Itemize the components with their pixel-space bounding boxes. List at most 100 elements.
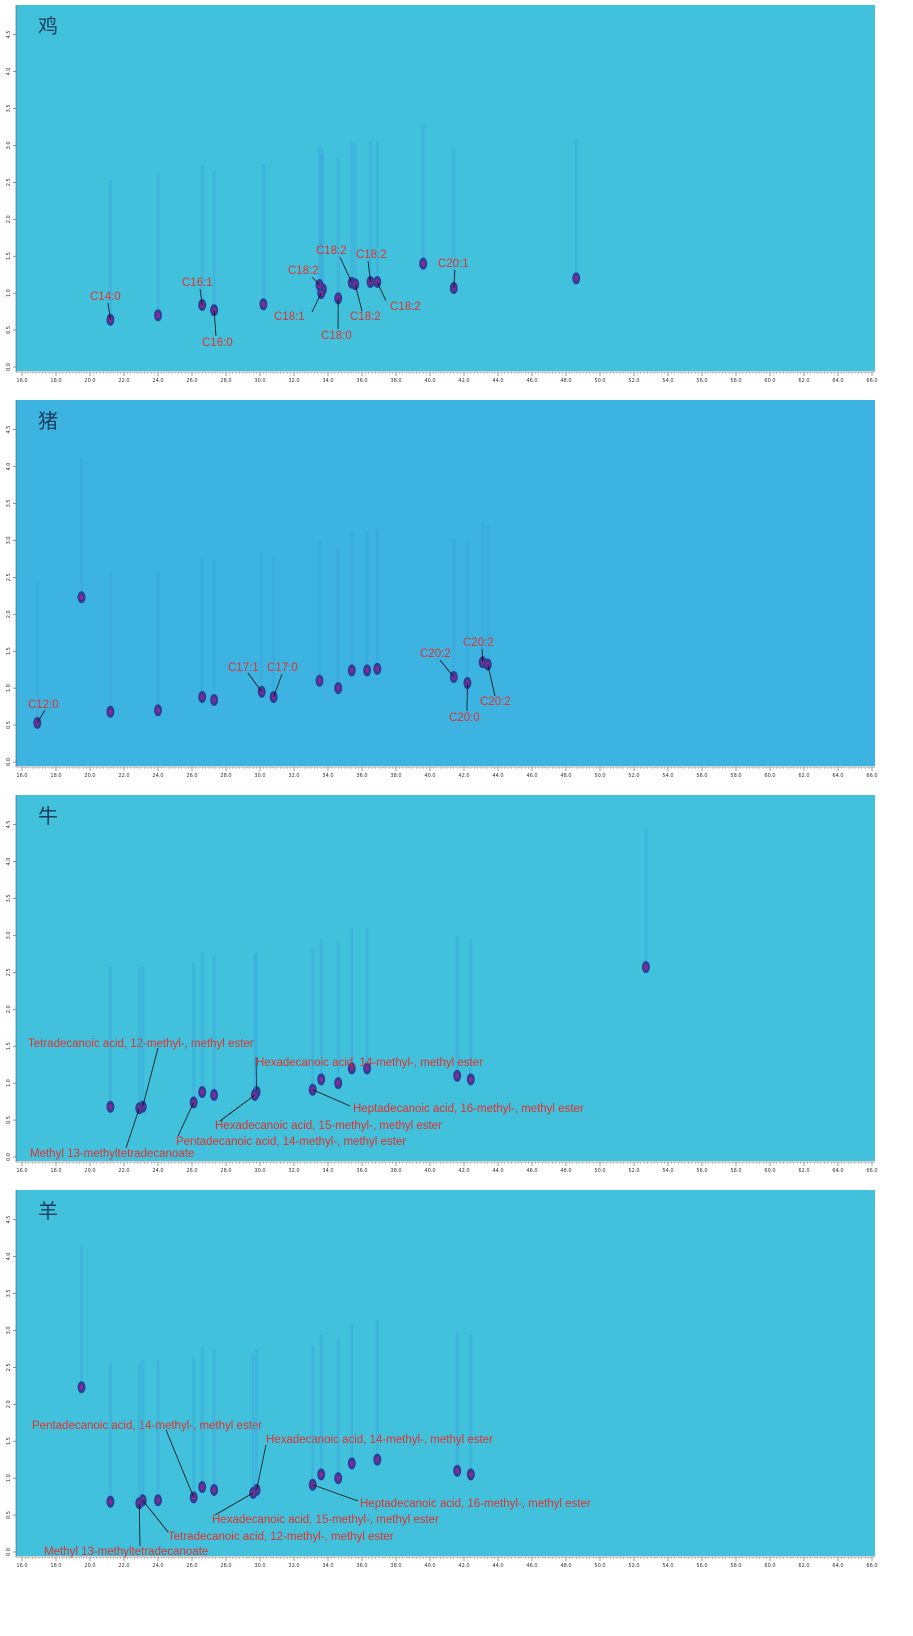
spot-inner: [272, 694, 276, 700]
x-tick-label: 42.0: [458, 378, 469, 384]
peak-label: C18:2: [350, 311, 381, 323]
y-tick-label: 1.5: [6, 1437, 12, 1445]
peak-label: C17:0: [267, 662, 298, 674]
y-tick-label: 3.0: [6, 1326, 12, 1334]
spot-inner: [350, 1460, 354, 1466]
streak: [350, 530, 353, 666]
spot-inner: [336, 685, 340, 691]
x-tick-label: 44.0: [492, 773, 503, 779]
x-tick-label: 28.0: [220, 1563, 231, 1569]
y-tick-label: 3.5: [6, 1289, 12, 1297]
x-tick-label: 60.0: [764, 378, 775, 384]
streak: [456, 936, 459, 1072]
x-tick-label: 46.0: [526, 1168, 537, 1174]
y-tick-label: 4.5: [6, 821, 12, 829]
spot-inner: [200, 1089, 204, 1095]
spot-inner: [261, 301, 265, 307]
peak: [373, 663, 381, 675]
x-tick-label: 26.0: [186, 378, 197, 384]
peak: [317, 1073, 325, 1085]
spot-inner: [644, 964, 648, 970]
streak: [422, 124, 425, 260]
x-tick-label: 22.0: [118, 378, 129, 384]
peak: [572, 272, 580, 284]
peak: [334, 1077, 342, 1089]
peak-label: Hexadecanoic acid, 15-methyl-, methyl es…: [215, 1120, 442, 1132]
x-tick-label: 36.0: [356, 773, 367, 779]
x-tick-label: 54.0: [662, 378, 673, 384]
y-tick-label: 2.5: [6, 178, 12, 186]
y-tick-label: 0.5: [6, 1511, 12, 1519]
x-tick-label: 24.0: [152, 1168, 163, 1174]
peak: [453, 1070, 461, 1082]
figure: 16.018.020.022.024.026.028.030.032.034.0…: [0, 0, 913, 1636]
x-tick-label: 32.0: [288, 1168, 299, 1174]
y-tick-label: 3.0: [6, 536, 12, 544]
x-tick-label: 20.0: [84, 1563, 95, 1569]
peak: [198, 1481, 206, 1493]
peak: [210, 694, 218, 706]
spot-inner: [455, 1073, 459, 1079]
y-tick-label: 4.0: [6, 858, 12, 866]
x-tick-label: 48.0: [560, 378, 571, 384]
streak: [213, 170, 216, 306]
streak: [80, 457, 83, 593]
streak: [456, 1331, 459, 1467]
spot-inner: [212, 697, 216, 703]
x-tick-label: 62.0: [798, 378, 809, 384]
x-tick-label: 62.0: [798, 773, 809, 779]
streak: [452, 537, 455, 673]
x-tick-label: 60.0: [764, 1168, 775, 1174]
y-tick-label: 3.5: [6, 499, 12, 507]
y-tick-label: 0.5: [6, 721, 12, 729]
x-tick-label: 38.0: [390, 378, 401, 384]
x-tick-label: 34.0: [322, 1563, 333, 1569]
peak-label: C18:0: [321, 330, 352, 342]
x-tick-label: 36.0: [356, 1168, 367, 1174]
y-tick-label: 1.0: [6, 1079, 12, 1087]
x-tick-label: 40.0: [424, 773, 435, 779]
x-tick-label: 58.0: [730, 378, 741, 384]
streak: [80, 1247, 83, 1383]
x-tick-label: 62.0: [798, 1168, 809, 1174]
streak: [252, 1353, 255, 1489]
peak-label: C20:1: [438, 258, 469, 270]
peak-label: Hexadecanoic acid, 15-methyl-, methyl es…: [212, 1514, 439, 1526]
spot-inner: [336, 1080, 340, 1086]
x-tick-label: 18.0: [50, 773, 61, 779]
x-tick-label: 62.0: [798, 1563, 809, 1569]
x-tick-label: 16.0: [16, 1168, 27, 1174]
peak-label: C18:2: [356, 249, 387, 261]
plot-area: [16, 5, 875, 371]
peak-label: Hexadecanoic acid, 14-methyl-, methyl es…: [266, 1434, 493, 1446]
x-tick-label: 52.0: [628, 1563, 639, 1569]
peak: [316, 675, 324, 687]
streak: [337, 158, 340, 294]
y-tick-label: 0.0: [6, 363, 12, 371]
x-tick-label: 26.0: [186, 1168, 197, 1174]
peak-label: C16:0: [202, 337, 233, 349]
streak: [311, 1345, 314, 1481]
x-tick-label: 26.0: [186, 1563, 197, 1569]
peak-label: C12:0: [28, 699, 59, 711]
streak: [141, 967, 144, 1103]
y-tick-label: 4.0: [6, 1253, 12, 1261]
x-tick-label: 64.0: [832, 773, 843, 779]
streak: [644, 827, 647, 963]
x-tick-label: 50.0: [594, 1168, 605, 1174]
spot-inner: [200, 1484, 204, 1490]
streak: [201, 952, 204, 1088]
peak-label: C18:2: [316, 245, 347, 257]
spot-inner: [156, 1497, 160, 1503]
peak-label: Heptadecanoic acid, 16-methyl-, methyl e…: [353, 1103, 584, 1115]
x-tick-label: 50.0: [594, 773, 605, 779]
y-tick-label: 2.0: [6, 1400, 12, 1408]
peak: [210, 1484, 218, 1496]
peak: [154, 1494, 162, 1506]
x-tick-label: 52.0: [628, 773, 639, 779]
spot-inner: [455, 1468, 459, 1474]
streak: [255, 1350, 258, 1486]
streak: [192, 962, 195, 1098]
x-tick-label: 46.0: [526, 378, 537, 384]
